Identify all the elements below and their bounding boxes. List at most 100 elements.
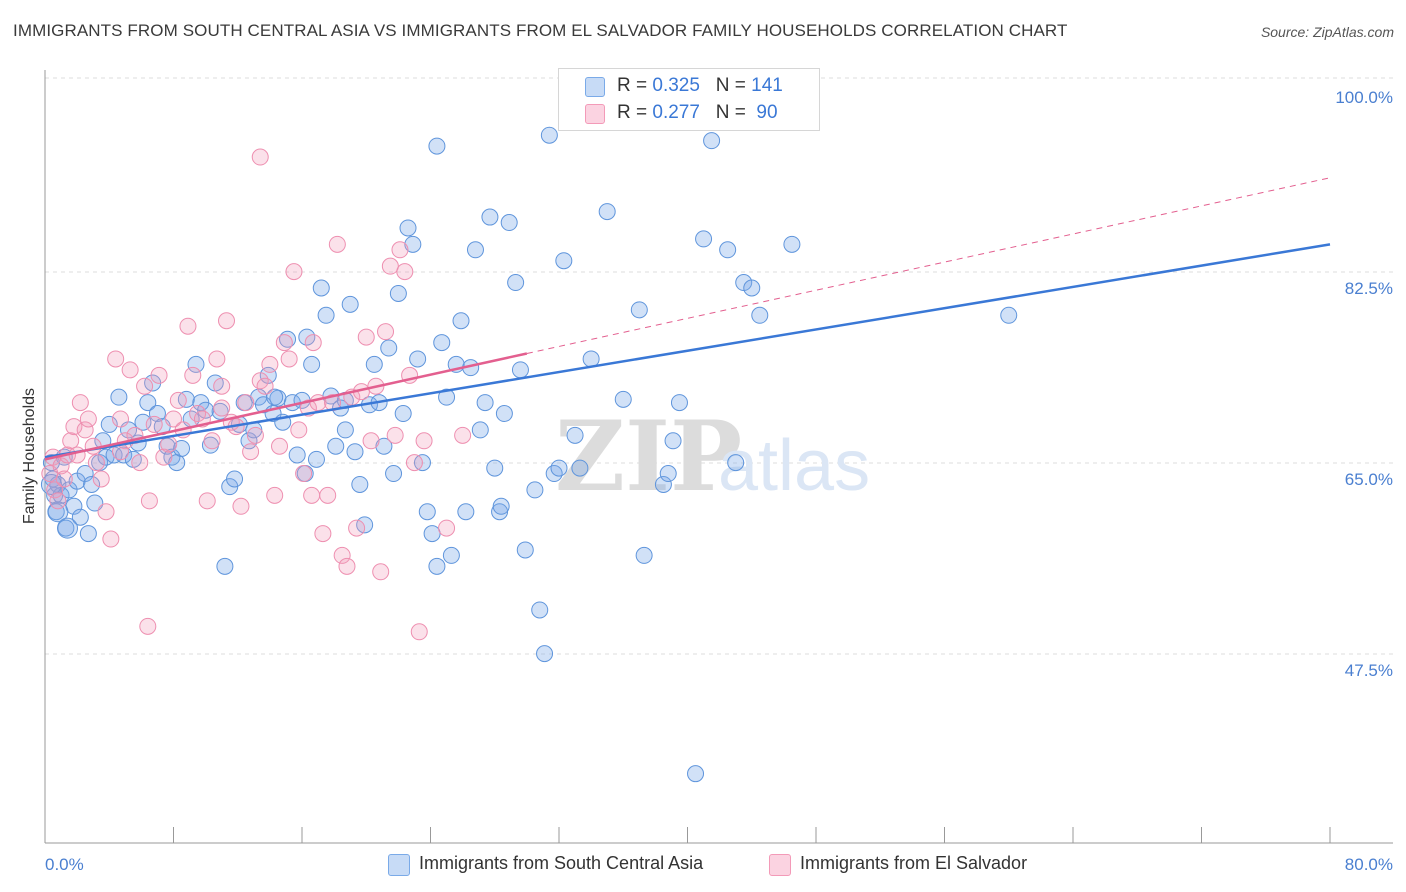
data-point-el-salvador [55, 470, 73, 488]
r-value: 0.325 [652, 75, 700, 96]
data-point-el-salvador [184, 366, 202, 384]
data-point-el-salvador [87, 454, 105, 472]
data-point-south-central-asia [312, 279, 330, 297]
data-point-south-central-asia [438, 388, 456, 406]
data-point-south-central-asia [452, 312, 470, 330]
data-point-el-salvador [333, 546, 351, 564]
data-point-south-central-asia [555, 252, 573, 270]
data-point-south-central-asia [695, 230, 713, 248]
data-point-south-central-asia [457, 503, 475, 521]
data-point-el-salvador [46, 481, 64, 499]
data-point-south-central-asia [409, 350, 427, 368]
legend-swatch-blue [388, 854, 410, 876]
data-point-el-salvador [49, 492, 67, 510]
data-point-south-central-asia [630, 301, 648, 319]
x-tick-label: 0.0% [45, 855, 84, 874]
data-point-el-salvador [275, 334, 293, 352]
legend-label: Immigrants from El Salvador [800, 853, 1028, 873]
data-point-south-central-asia [83, 475, 101, 493]
data-point-south-central-asia [418, 503, 436, 521]
data-point-south-central-asia [571, 459, 589, 477]
data-point-south-central-asia [327, 437, 345, 455]
data-point-south-central-asia [266, 388, 284, 406]
data-point-south-central-asia [394, 405, 412, 423]
data-point-el-salvador [256, 377, 274, 395]
watermark-zip: ZIP [555, 400, 742, 513]
data-point-el-salvador [410, 623, 428, 641]
data-point-south-central-asia [500, 214, 518, 232]
data-point-south-central-asia [664, 432, 682, 450]
data-point-el-salvador [198, 492, 216, 510]
data-point-el-salvador [121, 361, 139, 379]
data-point-south-central-asia [536, 645, 554, 663]
data-point-south-central-asia [540, 126, 558, 144]
data-point-el-salvador [271, 437, 289, 455]
data-point-el-salvador [303, 486, 321, 504]
data-point-south-central-asia [743, 279, 761, 297]
trend-extension-el-salvador [526, 177, 1331, 354]
data-point-south-central-asia [433, 334, 451, 352]
data-point-south-central-asia [336, 421, 354, 439]
data-point-el-salvador [111, 410, 129, 428]
data-point-south-central-asia [139, 394, 157, 412]
trend-line-el-salvador [44, 352, 528, 461]
y-axis-label: Family Households [21, 388, 38, 524]
legend-swatch-blue [585, 77, 605, 97]
data-point-south-central-asia [134, 413, 152, 431]
data-point-el-salvador [150, 366, 168, 384]
data-point-south-central-asia [346, 443, 364, 461]
data-point-south-central-asia [226, 470, 244, 488]
data-point-south-central-asia [375, 437, 393, 455]
data-point-el-salvador [266, 486, 284, 504]
data-point-el-salvador [131, 454, 149, 472]
r-label: R = [617, 75, 653, 96]
data-point-el-salvador [97, 503, 115, 521]
data-point-south-central-asia [481, 208, 499, 226]
data-point-el-salvador [232, 497, 250, 515]
data-point-south-central-asia [100, 415, 118, 433]
data-point-south-central-asia [511, 361, 529, 379]
data-point-south-central-asia [317, 306, 335, 324]
data-point-el-salvador [295, 465, 313, 483]
data-point-el-salvador [179, 317, 197, 335]
chart-title: IMMIGRANTS FROM SOUTH CENTRAL ASIA VS IM… [13, 21, 1068, 40]
data-point-el-salvador [136, 377, 154, 395]
data-point-el-salvador [107, 350, 125, 368]
data-point-south-central-asia [486, 459, 504, 477]
data-point-el-salvador [251, 372, 269, 390]
data-point-south-central-asia [115, 446, 133, 464]
data-point-el-salvador [261, 355, 279, 373]
r-label: R = [617, 102, 653, 123]
data-point-south-central-asia [307, 450, 325, 468]
x-tick-label: 80.0% [1345, 855, 1393, 874]
data-point-el-salvador [415, 432, 433, 450]
data-point-south-central-asia [380, 339, 398, 357]
data-point-el-salvador [377, 323, 395, 341]
data-point-el-salvador [208, 350, 226, 368]
data-point-south-central-asia [303, 355, 321, 373]
data-point-south-central-asia [492, 497, 510, 515]
data-point-south-central-asia [428, 557, 446, 575]
data-point-south-central-asia [550, 459, 568, 477]
data-point-el-salvador [357, 328, 375, 346]
data-point-south-central-asia [670, 394, 688, 412]
data-point-south-central-asia [598, 203, 616, 221]
data-point-el-salvador [391, 241, 409, 259]
data-point-south-central-asia [385, 465, 403, 483]
data-point-el-salvador [189, 405, 207, 423]
data-point-south-central-asia [526, 481, 544, 499]
data-point-south-central-asia [442, 546, 460, 564]
data-point-el-salvador [62, 432, 80, 450]
data-point-el-salvador [386, 426, 404, 444]
data-point-south-central-asia [341, 295, 359, 313]
data-point-el-salvador [328, 235, 346, 253]
n-label: N = [715, 75, 752, 96]
data-point-south-central-asia [279, 330, 297, 348]
watermark: ZIP atlas [555, 400, 870, 513]
data-point-el-salvador [139, 617, 157, 635]
data-point-el-salvador [145, 415, 163, 433]
data-point-south-central-asia [783, 235, 801, 253]
data-point-el-salvador [213, 377, 231, 395]
data-point-south-central-asia [365, 355, 383, 373]
data-point-south-central-asia [516, 541, 534, 559]
